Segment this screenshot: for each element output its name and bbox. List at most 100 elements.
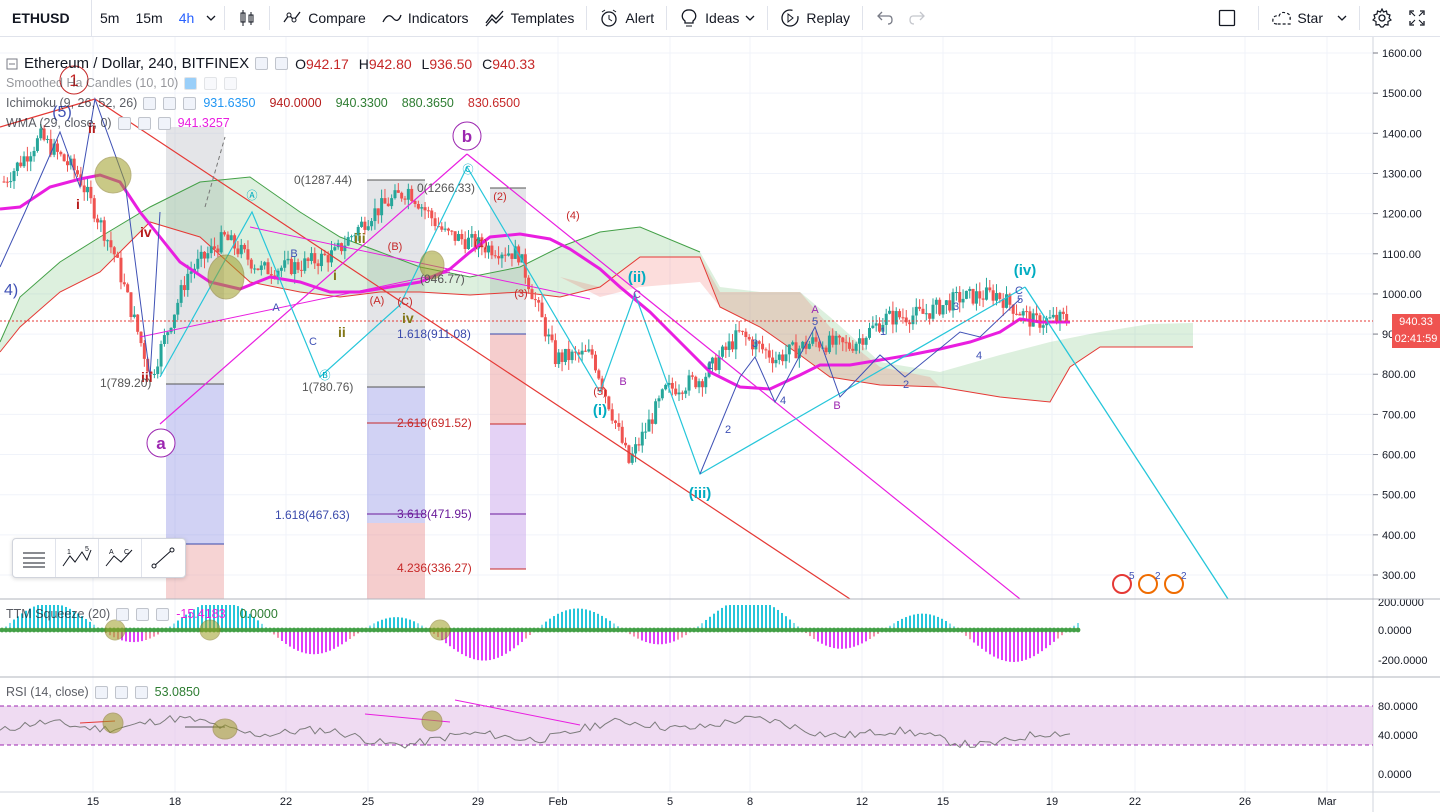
candle-body <box>700 381 704 388</box>
legend-settings-icon[interactable] <box>163 96 177 110</box>
menu-lines-icon <box>23 552 45 568</box>
legend-close-icon[interactable] <box>224 76 238 90</box>
ttm-dot <box>423 627 429 633</box>
undo-button[interactable] <box>867 0 901 36</box>
candle-body <box>837 335 841 338</box>
candle-body <box>316 263 320 267</box>
fullscreen-box-button[interactable] <box>1200 0 1254 36</box>
legend-close-icon[interactable] <box>134 685 148 699</box>
ttm-dot <box>871 627 877 633</box>
legend-settings-icon[interactable] <box>137 116 151 130</box>
candle-body <box>256 268 260 270</box>
ttm-dot <box>291 627 297 633</box>
legend-eye-icon[interactable] <box>255 57 269 70</box>
legend-eye-icon[interactable] <box>116 607 130 621</box>
interval-5m[interactable]: 5m <box>100 10 120 26</box>
candle-body <box>934 299 938 305</box>
interval-15m[interactable]: 15m <box>135 10 163 26</box>
divider <box>1359 6 1360 30</box>
ttm-dot <box>951 627 957 633</box>
ttm-dot <box>563 627 569 633</box>
time-tick-label: 15 <box>87 796 99 808</box>
candle-body <box>172 314 176 328</box>
compare-button[interactable]: Compare <box>274 0 374 36</box>
fullscreen-button[interactable] <box>1400 0 1440 36</box>
ttm-dot <box>883 627 889 633</box>
candle-body <box>978 291 982 299</box>
legend-close-icon[interactable] <box>183 96 197 110</box>
star-button[interactable]: Star <box>1263 0 1355 36</box>
candle-body <box>807 343 811 349</box>
candle-body <box>637 444 641 446</box>
replay-button[interactable]: Replay <box>772 0 858 36</box>
chart-type-button[interactable] <box>229 0 265 36</box>
candle-body <box>430 210 434 219</box>
legend-settings-icon[interactable] <box>204 76 218 90</box>
ttm-dot <box>679 627 685 633</box>
ttm-dot <box>55 627 61 633</box>
cloud-icon <box>1271 8 1292 28</box>
legend-eye-icon[interactable] <box>117 116 131 130</box>
fib-3618: 3.618(471.95) <box>397 507 472 521</box>
trendline-button[interactable] <box>142 539 184 577</box>
candle-body <box>530 289 534 300</box>
ttm-dot <box>863 627 869 633</box>
ttm-dot <box>839 627 845 633</box>
ttm-dot <box>635 627 641 633</box>
o-value: 942.17 <box>305 55 349 72</box>
ttm-dot <box>687 627 693 633</box>
candle-body <box>557 352 561 365</box>
legend-eye-icon[interactable] <box>94 685 108 699</box>
rsi-value: 53.0850 <box>154 685 200 699</box>
wave-label-1: 1 <box>69 71 78 90</box>
candle-body <box>684 390 688 394</box>
indicators-button[interactable]: Indicators <box>374 0 477 36</box>
redo-button[interactable] <box>901 0 935 36</box>
main-legend: Ethereum / Dollar, 240, BITFINEX O942.17… <box>6 55 535 72</box>
ttm-dot <box>535 627 541 633</box>
wma-value: 941.3257 <box>177 116 230 130</box>
ttm-dot <box>783 627 789 633</box>
chart-canvas[interactable]: 1600.001500.001400.001300.001200.001100.… <box>0 37 1440 812</box>
candle-body <box>126 284 130 293</box>
label-C-purple: C <box>633 289 641 301</box>
interval-dropdown[interactable] <box>202 0 220 36</box>
ttm-dot <box>163 627 169 633</box>
alert-button[interactable]: Alert <box>591 0 662 36</box>
legend-settings-icon[interactable] <box>114 685 128 699</box>
candle-body <box>293 262 297 275</box>
collapse-icon[interactable] <box>6 58 18 70</box>
settings-button[interactable] <box>1364 0 1400 36</box>
ttm-dot <box>455 627 461 633</box>
ttm-dot <box>523 627 529 633</box>
symbol-search[interactable]: ETHUSD <box>0 0 92 36</box>
ttm-dot <box>383 627 389 633</box>
ttm-dot <box>959 627 965 633</box>
ideas-button[interactable]: Ideas <box>671 0 763 36</box>
legend-settings-icon[interactable] <box>275 57 289 70</box>
candle-body <box>720 346 724 357</box>
fib-1-mid: 1(780.76) <box>302 380 353 394</box>
ttm-legend: TTM Squeeze (20) -15.4183 0.0000 <box>6 607 286 621</box>
interval-4h[interactable]: 4h <box>178 10 195 26</box>
candle-body <box>226 234 230 241</box>
ttm-dot <box>483 627 489 633</box>
ttm-dot <box>271 627 277 633</box>
replay-label: Replay <box>806 10 851 26</box>
candle-body <box>92 198 96 219</box>
ttm-dot <box>459 627 465 633</box>
drawing-menu-button[interactable] <box>13 539 56 577</box>
wave-labels: 1 (5) b a ii i iv iii iii iv ii i (i) (i… <box>4 65 1036 502</box>
candle-body <box>964 290 968 299</box>
ttm-dot <box>811 627 817 633</box>
legend-close-icon[interactable] <box>156 607 170 621</box>
legend-eye-icon[interactable] <box>184 76 198 90</box>
legend-settings-icon[interactable] <box>136 607 150 621</box>
legend-eye-icon[interactable] <box>143 96 157 110</box>
ideas-label: Ideas <box>705 10 740 26</box>
candle-body <box>59 151 63 155</box>
templates-button[interactable]: Templates <box>477 0 583 36</box>
legend-close-icon[interactable] <box>157 116 171 130</box>
